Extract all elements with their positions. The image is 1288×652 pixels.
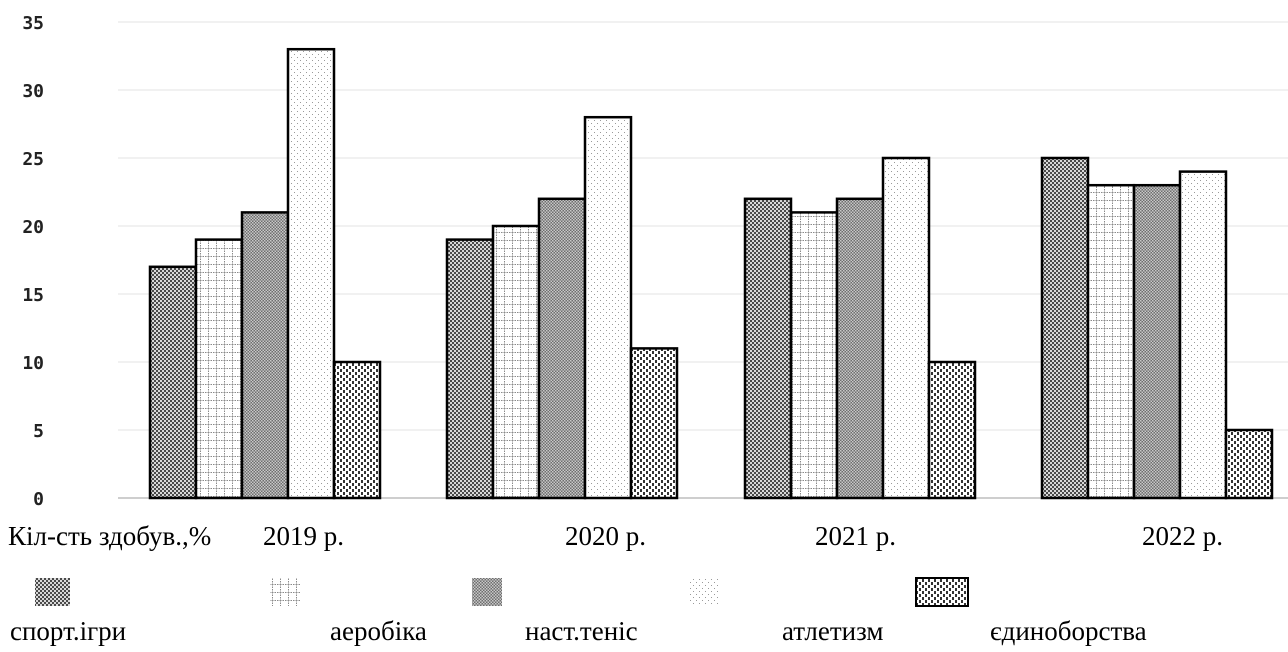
x-axis-title: Кіл-сть здобув.,% <box>8 521 211 551</box>
y-tick-label: 25 <box>22 149 44 170</box>
bar-наст.теніс-2020 р. <box>537 197 587 500</box>
legend-label: атлетизм <box>782 616 884 646</box>
bar-атлетизм-2022 р. <box>1178 170 1228 500</box>
y-axis: 0 5 10 15 20 25 30 35 <box>22 13 44 510</box>
legend: спорт.ігри аеробіка наст.теніс атлетизм єдин… <box>10 577 1147 646</box>
legend-swatch-аеробіка <box>270 578 300 606</box>
legend-swatch-наст.теніс <box>472 578 502 606</box>
bar-атлетизм-2021 р. <box>881 156 931 500</box>
legend-swatch-єдиноборства <box>915 577 969 607</box>
legend-label: наст.теніс <box>525 616 638 646</box>
bar-атлетизм-2020 р. <box>583 115 633 500</box>
x-axis: Кіл-сть здобув.,% 2019 р. 2020 р. 2021 р. 20… <box>8 521 1223 551</box>
y-tick-label: 15 <box>22 285 44 306</box>
y-tick-label: 35 <box>22 13 44 34</box>
y-tick-label: 10 <box>22 353 44 374</box>
bar-наст.теніс-2022 р. <box>1132 183 1182 500</box>
x-tick-label: 2020 р. <box>565 521 646 551</box>
bar-єдиноборства-2022 р. <box>1224 428 1274 500</box>
legend-swatch-атлетизм <box>690 578 720 606</box>
x-tick-label: 2022 р. <box>1142 521 1223 551</box>
bar-аеробіка-2020 р. <box>491 224 541 500</box>
legend-label: єдиноборства <box>990 616 1147 646</box>
y-tick-label: 30 <box>22 81 44 102</box>
y-tick-label: 0 <box>33 489 44 510</box>
bar-спорт.ігри-2022 р. <box>1040 156 1090 500</box>
bar-аеробіка-2019 р. <box>194 238 244 500</box>
legend-label: спорт.ігри <box>10 616 126 646</box>
legend-swatch-спорт.ігри <box>35 578 70 606</box>
bar-єдиноборства-2019 р. <box>332 360 382 500</box>
bar-єдиноборства-2021 р. <box>927 360 977 500</box>
bar-атлетизм-2019 р. <box>286 47 336 500</box>
bar-аеробіка-2022 р. <box>1086 183 1136 500</box>
bar-спорт.ігри-2021 р. <box>743 197 793 500</box>
bar-наст.теніс-2021 р. <box>835 197 885 500</box>
x-tick-label: 2019 р. <box>263 521 344 551</box>
legend-label: аеробіка <box>330 616 427 646</box>
bar-наст.теніс-2019 р. <box>240 211 290 500</box>
x-tick-label: 2021 р. <box>815 521 896 551</box>
bar-аеробіка-2021 р. <box>789 211 839 500</box>
bar-спорт.ігри-2019 р. <box>148 265 198 500</box>
y-tick-label: 5 <box>33 421 44 442</box>
bar-спорт.ігри-2020 р. <box>445 238 495 500</box>
bar-єдиноборства-2020 р. <box>629 347 679 500</box>
y-tick-label: 20 <box>22 217 44 238</box>
bars <box>148 47 1274 500</box>
